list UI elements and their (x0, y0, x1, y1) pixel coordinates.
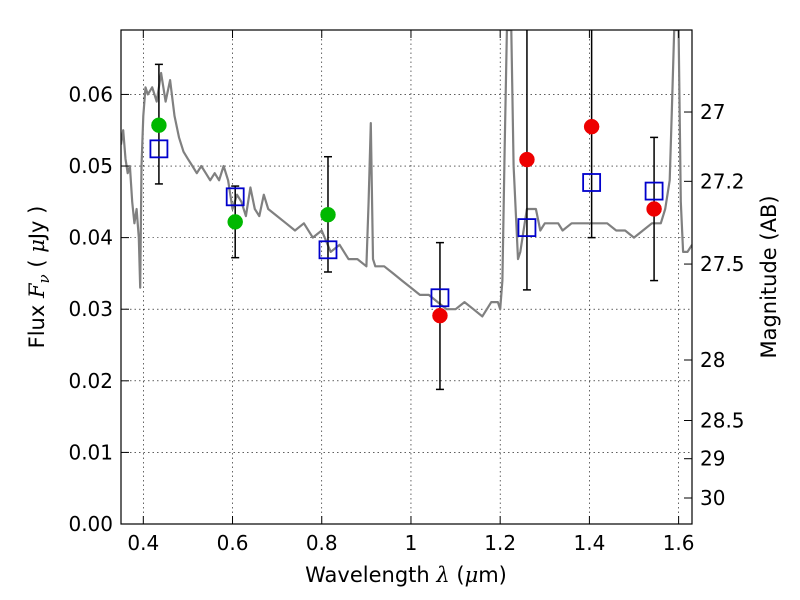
model-spectrum (121, 30, 692, 318)
y-axis-ticks: 0.00 0.01 0.02 0.03 0.04 0.05 0.06 (68, 82, 129, 536)
y-tick-label: 0.04 (68, 226, 113, 250)
y-tick-label: 0.03 (68, 297, 113, 321)
x-tick-label: 1.6 (663, 531, 695, 555)
y2-tick-label: 28 (700, 348, 725, 372)
data-point-circle (151, 117, 167, 133)
data-point-circle (432, 307, 448, 324)
x-tick-label: 1.2 (484, 531, 516, 555)
data-markers (149, 117, 664, 324)
y2-tick-label: 27.2 (700, 169, 745, 193)
data-point-square (517, 218, 537, 238)
data-point-circle (320, 206, 336, 223)
x-tick-label: 0.4 (127, 531, 159, 555)
x-axis-label: Wavelength λ (μm) (305, 563, 507, 587)
data-point-square (318, 240, 338, 260)
plot-frame (120, 29, 693, 525)
y2-tick-label: 29 (700, 447, 725, 471)
data-point-square (582, 173, 602, 192)
data-point-circle (519, 151, 535, 168)
y-tick-label: 0.06 (68, 82, 113, 106)
y2-tick-label: 28.5 (700, 409, 745, 433)
y2-axis-ticks: 27 27.2 27.5 28 28.5 29 30 (684, 100, 745, 510)
y-tick-label: 0.02 (68, 369, 113, 393)
spectrum-line (121, 30, 692, 318)
data-point-circle (227, 214, 243, 230)
y-tick-label: 0.01 (68, 440, 113, 464)
data-point-square (644, 181, 664, 201)
y2-axis-label: Magnitude (AB) (757, 195, 781, 358)
y2-tick-label: 30 (700, 486, 725, 510)
x-tick-label: 0.6 (217, 531, 249, 555)
y2-tick-label: 27.5 (700, 252, 745, 276)
x-tick-label: 1 (405, 531, 418, 555)
plot-background (121, 30, 692, 524)
y-tick-label: 0.00 (68, 512, 113, 536)
data-point-circle (583, 118, 600, 135)
y-axis-label: Flux Fν ( μJy ) (25, 206, 53, 349)
data-point-square (149, 139, 169, 159)
data-point-square (430, 288, 450, 308)
y2-tick-label: 27 (700, 100, 725, 124)
data-point-square (225, 187, 245, 207)
x-tick-label: 1.4 (573, 531, 605, 555)
x-tick-label: 0.8 (306, 531, 338, 555)
y-tick-label: 0.05 (68, 154, 113, 178)
data-point-circle (646, 201, 662, 217)
x-axis-ticks: 0.4 0.6 0.8 1 1.2 1.4 1.6 (127, 30, 695, 555)
